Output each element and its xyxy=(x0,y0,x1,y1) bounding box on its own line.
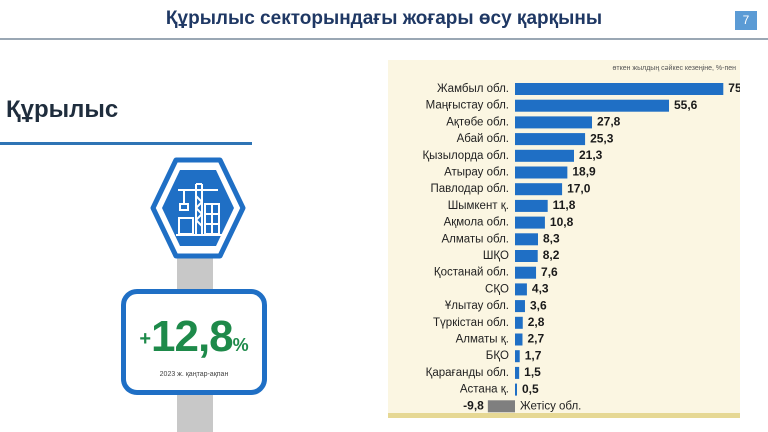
value-label: 21,3 xyxy=(579,148,603,162)
bar xyxy=(515,383,517,396)
growth-stat-value: +12,8% xyxy=(126,312,262,362)
page-number-badge: 7 xyxy=(735,11,757,30)
bar xyxy=(515,199,548,212)
value-label: 8,2 xyxy=(543,248,560,262)
bar xyxy=(515,149,575,162)
category-label: Алматы обл. xyxy=(441,233,509,245)
bar xyxy=(515,366,520,379)
construction-crane-icon xyxy=(150,156,246,260)
value-label: 10,8 xyxy=(550,215,574,229)
growth-stat-card: +12,8% 2023 ж. қаңтар-ақпан xyxy=(121,289,267,395)
bar xyxy=(487,400,515,413)
category-label: Қарағанды обл. xyxy=(426,367,509,379)
section-title: Құрылыс xyxy=(6,96,119,123)
category-label: Абай обл. xyxy=(457,133,509,145)
value-label: 4,3 xyxy=(532,282,549,296)
chart-subtitle: өткен жылдың сәйкес кезеңіне, %-пен xyxy=(612,65,736,72)
category-label: БҚО xyxy=(486,350,509,362)
bar xyxy=(515,333,523,346)
value-label: 2,8 xyxy=(528,315,545,329)
value-label: 8,3 xyxy=(543,231,560,245)
category-label: Алматы қ. xyxy=(456,334,509,346)
slide-title: Құрылыс секторындағы жоғары өсу қарқыны xyxy=(165,8,603,29)
category-label: Түркістан обл. xyxy=(433,317,509,329)
bar xyxy=(515,300,525,313)
category-label: Ақтөбе обл. xyxy=(446,116,509,128)
category-label: Павлодар обл. xyxy=(430,183,509,195)
region-growth-bar-chart: Жамбыл обл. 75,2 Маңғыстау обл. 55,6 Ақтөбе … xyxy=(422,81,740,413)
bar xyxy=(515,266,537,279)
value-label: 27,8 xyxy=(597,115,621,129)
category-label: Ұлытау обл. xyxy=(445,300,509,312)
value-label: 7,6 xyxy=(541,265,558,279)
category-label: ШҚО xyxy=(483,250,509,262)
bar xyxy=(515,216,545,229)
value-label: 11,8 xyxy=(553,198,576,212)
bar xyxy=(515,166,568,179)
value-label: 55,6 xyxy=(674,98,698,112)
category-label: Ақмола обл. xyxy=(444,217,509,229)
value-label: 1,7 xyxy=(525,348,542,362)
value-label: 25,3 xyxy=(590,131,614,145)
growth-stat-unit: % xyxy=(232,335,249,355)
category-label: Жетісу обл. xyxy=(520,400,581,412)
chart-bottom-rule xyxy=(388,413,740,418)
value-label: 18,9 xyxy=(572,165,596,179)
category-label: Атырау обл. xyxy=(444,167,509,179)
bar xyxy=(515,316,523,329)
value-label: 0,5 xyxy=(522,382,539,396)
category-label: Шымкент қ. xyxy=(448,200,509,212)
value-label: -9,8 xyxy=(463,398,484,412)
bar xyxy=(515,133,586,146)
category-label: Қостанай обл. xyxy=(434,267,509,279)
growth-stat-number: 12,8 xyxy=(151,312,234,361)
bar xyxy=(515,99,670,112)
value-label: 1,5 xyxy=(524,365,541,379)
growth-stat-sign: + xyxy=(139,328,152,350)
bar xyxy=(515,183,563,196)
bar xyxy=(515,83,724,95)
section-divider xyxy=(0,142,252,145)
bar xyxy=(515,233,538,246)
title-divider xyxy=(0,38,768,40)
category-label: Астана қ. xyxy=(460,384,509,396)
category-label: Жамбыл обл. xyxy=(437,83,509,95)
value-label: 2,7 xyxy=(527,332,544,346)
value-label: 75,2 xyxy=(728,81,740,95)
bar xyxy=(515,350,520,363)
bar xyxy=(515,250,538,262)
category-label: Маңғыстау обл. xyxy=(426,100,509,112)
category-label: Қызылорда обл. xyxy=(422,150,509,162)
growth-stat-period: 2023 ж. қаңтар-ақпан xyxy=(159,371,229,378)
bar xyxy=(515,116,593,129)
chart-panel: өткен жылдың сәйкес кезеңіне, %-пен Жамб… xyxy=(388,60,740,418)
bar xyxy=(515,283,527,296)
category-label: СҚО xyxy=(485,283,509,295)
value-label: 3,6 xyxy=(530,298,547,312)
value-label: 17,0 xyxy=(567,181,591,195)
